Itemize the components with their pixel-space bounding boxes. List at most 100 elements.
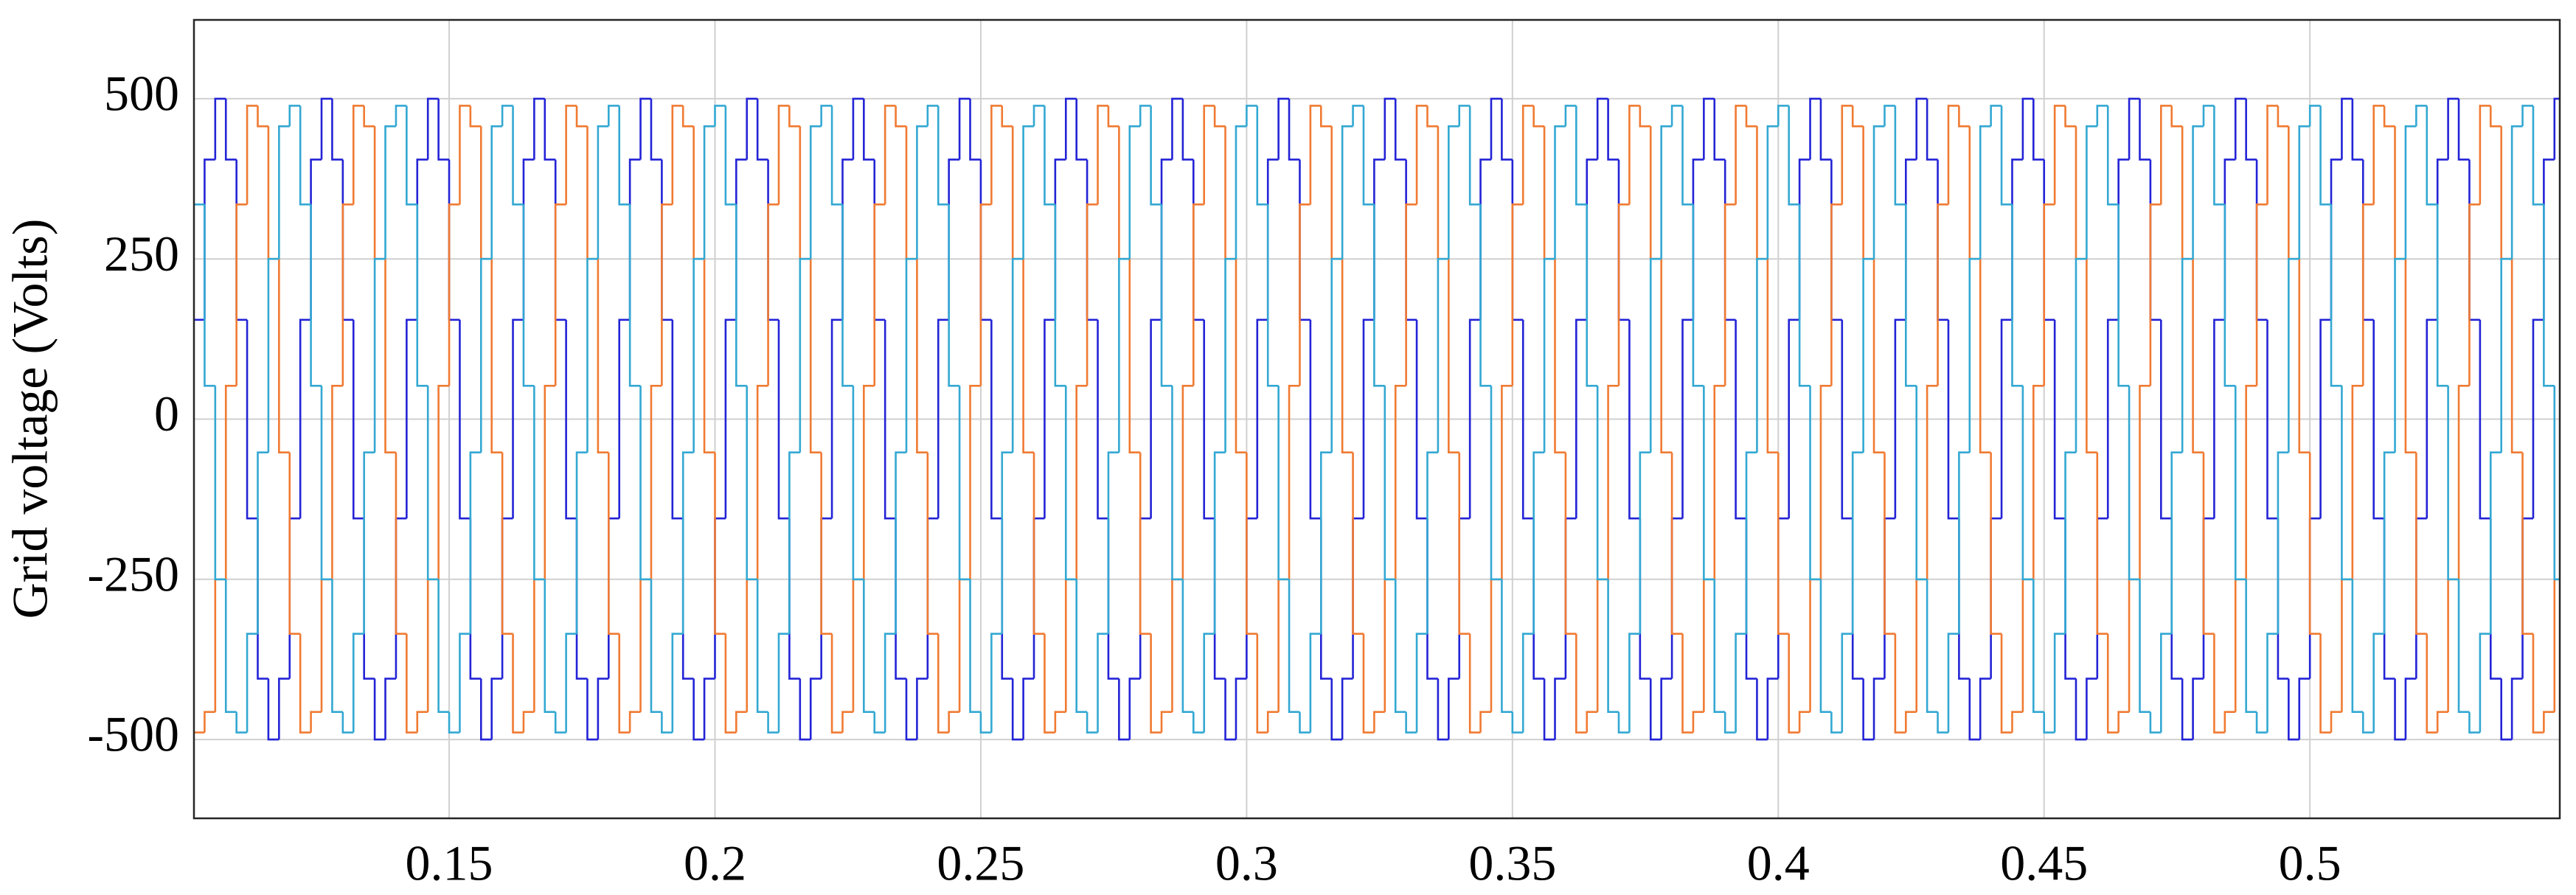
step-segment — [1798, 204, 1811, 387]
step-segment — [1032, 452, 1045, 635]
step-segment — [406, 318, 417, 519]
step-segment — [1607, 385, 1619, 579]
step-segment — [490, 125, 503, 260]
step-segment — [2128, 386, 2140, 581]
step-segment — [448, 203, 460, 386]
step-segment — [969, 98, 981, 161]
step-segment — [1937, 203, 1948, 386]
step-segment — [2075, 257, 2087, 453]
step-segment — [459, 633, 471, 733]
step-segment — [2479, 633, 2491, 733]
step-segment — [1246, 452, 1257, 635]
step-segment — [1054, 711, 1066, 733]
step-segment — [650, 579, 662, 714]
step-segment — [341, 711, 354, 734]
step-segment — [2160, 633, 2172, 733]
step-segment — [979, 203, 992, 386]
step-segment — [1415, 105, 1428, 205]
step-segment — [1788, 318, 1800, 519]
step-segment — [1564, 452, 1577, 635]
step-segment — [724, 105, 737, 206]
step-segment — [1118, 678, 1130, 741]
step-segment — [533, 97, 545, 160]
step-segment — [2043, 711, 2055, 734]
step-segment — [2213, 318, 2225, 519]
step-segment — [1681, 105, 1693, 206]
step-segment — [1788, 633, 1800, 734]
step-segment — [2086, 678, 2097, 740]
step-segment — [1266, 711, 1279, 733]
step-segment — [2319, 318, 2332, 519]
step-segment — [2394, 257, 2406, 453]
series — [194, 105, 2560, 734]
step-segment — [1107, 105, 1119, 128]
step-segment — [1022, 259, 1035, 453]
step-segment — [1235, 259, 1247, 453]
step-segment — [692, 678, 705, 741]
step-segment — [2245, 98, 2257, 161]
step-segment — [1521, 319, 1534, 520]
step-segment — [852, 97, 864, 160]
step-segment — [384, 259, 396, 453]
step-segment — [437, 579, 450, 714]
step-segment — [1405, 203, 1417, 386]
step-segment — [2298, 678, 2311, 740]
step-segment — [2341, 97, 2353, 160]
step-segment — [1639, 451, 1651, 634]
step-segment — [1639, 105, 1651, 128]
step-segment — [1394, 98, 1406, 161]
step-segment — [1479, 711, 1491, 733]
step-segment — [2128, 97, 2140, 160]
step-segment — [650, 98, 662, 161]
step-segment — [1628, 633, 1640, 733]
step-segment — [395, 452, 407, 635]
step-segment — [1097, 105, 1108, 205]
step-segment — [2202, 105, 2215, 127]
step-segment — [1448, 259, 1459, 453]
step-segment — [1128, 125, 1141, 260]
step-segment — [1064, 386, 1077, 581]
step-segment — [1735, 633, 1747, 733]
step-segment — [1362, 318, 1375, 519]
step-segment — [1330, 257, 1343, 453]
step-segment — [2489, 451, 2502, 634]
step-segment — [1266, 204, 1279, 387]
step-segment — [501, 452, 513, 635]
step-segment — [437, 98, 450, 161]
step-segment — [926, 452, 939, 635]
step-segment — [2510, 259, 2523, 453]
step-segment — [2415, 452, 2427, 635]
step-segment — [830, 318, 843, 519]
step-segment — [1723, 711, 1736, 734]
step-segment — [1256, 633, 1268, 734]
x-tick-label: 0.3 — [1215, 835, 1278, 891]
step-segment — [671, 319, 684, 520]
step-segment — [2330, 204, 2342, 387]
step-segment — [1521, 633, 1534, 733]
step-segment — [1224, 678, 1236, 741]
step-segment — [2510, 678, 2523, 740]
step-segment — [809, 125, 822, 260]
step-segment — [1139, 105, 1151, 127]
step-segment — [2308, 105, 2321, 127]
step-segment — [1468, 318, 1481, 519]
step-segment — [1926, 579, 1938, 714]
step-segment — [1947, 105, 1959, 205]
step-segment — [1448, 678, 1459, 740]
step-segment — [926, 105, 939, 127]
step-segment — [2000, 633, 2013, 734]
step-segment — [2479, 319, 2491, 520]
step-segment — [969, 385, 981, 579]
step-segment — [1394, 385, 1406, 579]
step-segment — [2468, 711, 2480, 734]
step-segment — [1352, 105, 1364, 127]
step-segment — [1501, 385, 1513, 579]
step-segment — [1139, 452, 1151, 635]
step-segment — [2234, 97, 2246, 160]
step-segment — [1330, 678, 1343, 741]
step-segment — [1277, 97, 1290, 160]
step-segment — [459, 319, 471, 520]
step-segment — [1841, 105, 1853, 205]
step-segment — [1235, 678, 1247, 740]
step-segment — [2160, 319, 2172, 520]
